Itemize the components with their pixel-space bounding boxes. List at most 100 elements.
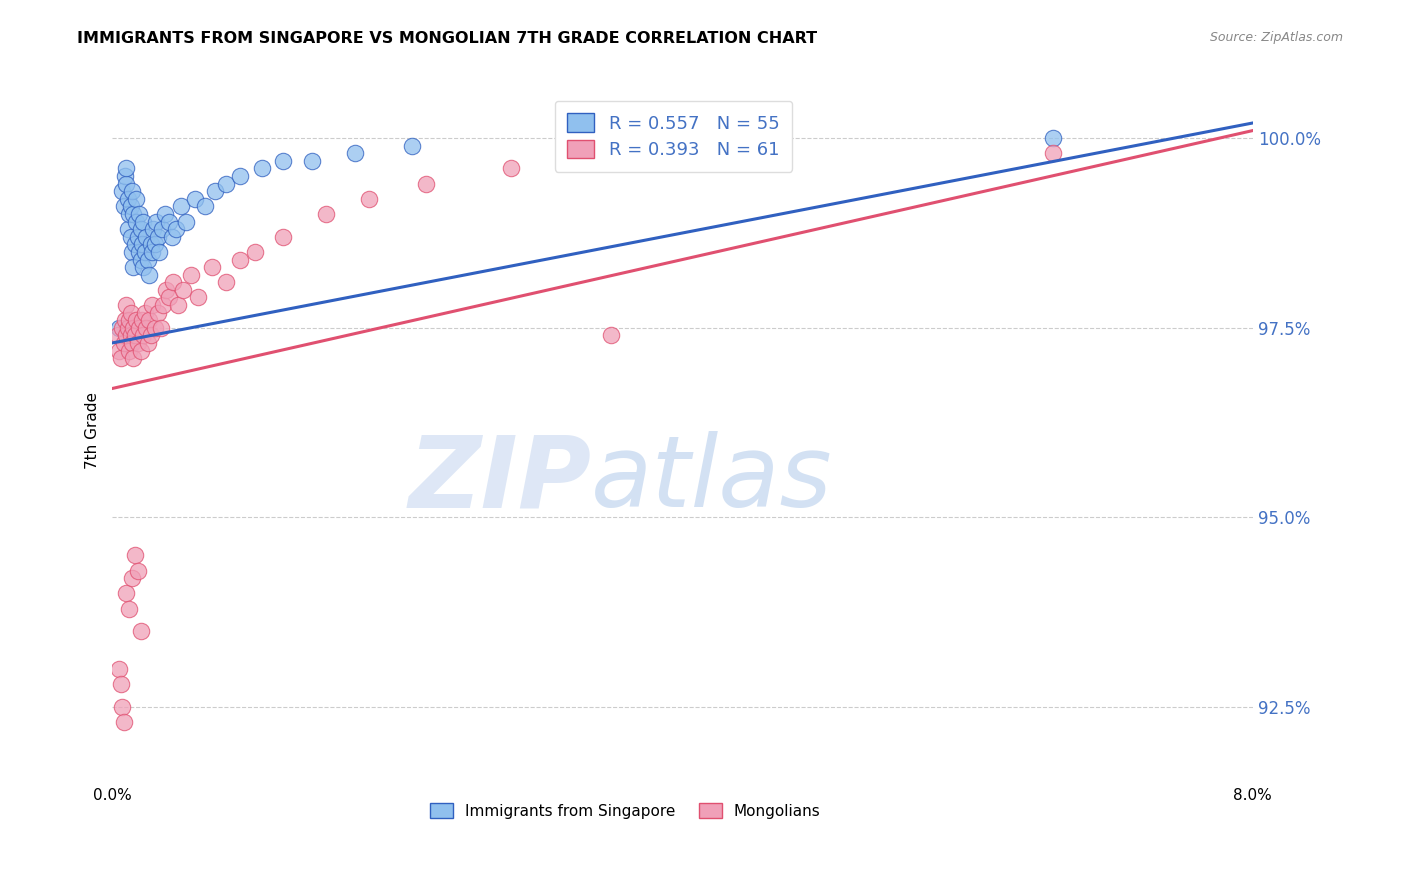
Point [117,222,139,236]
Point [169,199,191,213]
Point [120,305,142,319]
Point [134,305,156,319]
Point [107,328,129,343]
Point [501,161,523,176]
Point [135,229,157,244]
Point [115,177,138,191]
Point [415,177,437,191]
Point [271,153,294,168]
Point [118,343,141,358]
Point [111,184,134,198]
Point [124,549,146,563]
Point [229,169,252,183]
Point [142,222,165,236]
Point [343,146,366,161]
Point [112,336,135,351]
Point [141,298,163,312]
Point [201,260,224,274]
Point [194,199,217,213]
Point [152,298,174,312]
Point [114,169,136,183]
Point [141,244,163,259]
Point [112,715,135,730]
Point [121,244,143,259]
Point [118,207,141,221]
Point [124,237,146,252]
Point [215,275,238,289]
Point [401,138,423,153]
Point [131,237,153,252]
Point [157,290,180,304]
Point [110,677,132,691]
Point [150,222,173,236]
Point [143,237,166,252]
Point [229,252,252,267]
Point [146,305,169,319]
Point [180,268,202,282]
Point [153,207,176,221]
Point [108,321,131,335]
Point [117,192,139,206]
Point [115,328,138,343]
Point [146,229,169,244]
Point [131,313,153,327]
Point [108,343,131,358]
Point [166,298,188,312]
Point [132,260,155,274]
Point [129,624,152,639]
Point [301,153,323,168]
Point [122,321,145,335]
Point [122,260,145,274]
Point [132,214,155,228]
Point [145,214,167,228]
Point [110,351,132,366]
Point [127,229,149,244]
Point [172,283,194,297]
Point [243,244,266,259]
Point [204,184,226,198]
Point [120,328,142,343]
Point [129,222,152,236]
Point [128,207,150,221]
Point [121,336,143,351]
Point [215,177,238,191]
Point [148,244,170,259]
Point [600,328,623,343]
Point [125,214,148,228]
Point [122,207,145,221]
Point [160,229,183,244]
Legend: Immigrants from Singapore, Mongolians: Immigrants from Singapore, Mongolians [425,797,827,825]
Point [127,564,149,578]
Point [174,214,197,228]
Text: Source: ZipAtlas.com: Source: ZipAtlas.com [1209,31,1343,45]
Point [115,298,138,312]
Point [136,336,159,351]
Point [1042,146,1064,161]
Point [120,199,142,213]
Point [315,207,337,221]
Point [149,321,172,335]
Point [187,290,209,304]
Point [111,321,134,335]
Point [139,328,162,343]
Point [121,571,143,585]
Point [111,700,134,714]
Text: IMMIGRANTS FROM SINGAPORE VS MONGOLIAN 7TH GRADE CORRELATION CHART: IMMIGRANTS FROM SINGAPORE VS MONGOLIAN 7… [77,31,817,46]
Point [135,321,157,335]
Point [184,192,207,206]
Point [155,283,177,297]
Point [120,229,142,244]
Point [250,161,273,176]
Point [143,321,166,335]
Point [162,275,184,289]
Point [157,214,180,228]
Point [1042,131,1064,145]
Text: atlas: atlas [591,431,832,528]
Point [134,244,156,259]
Point [165,222,187,236]
Point [125,192,148,206]
Point [128,244,150,259]
Point [138,313,160,327]
Point [115,161,138,176]
Text: ZIP: ZIP [408,431,591,528]
